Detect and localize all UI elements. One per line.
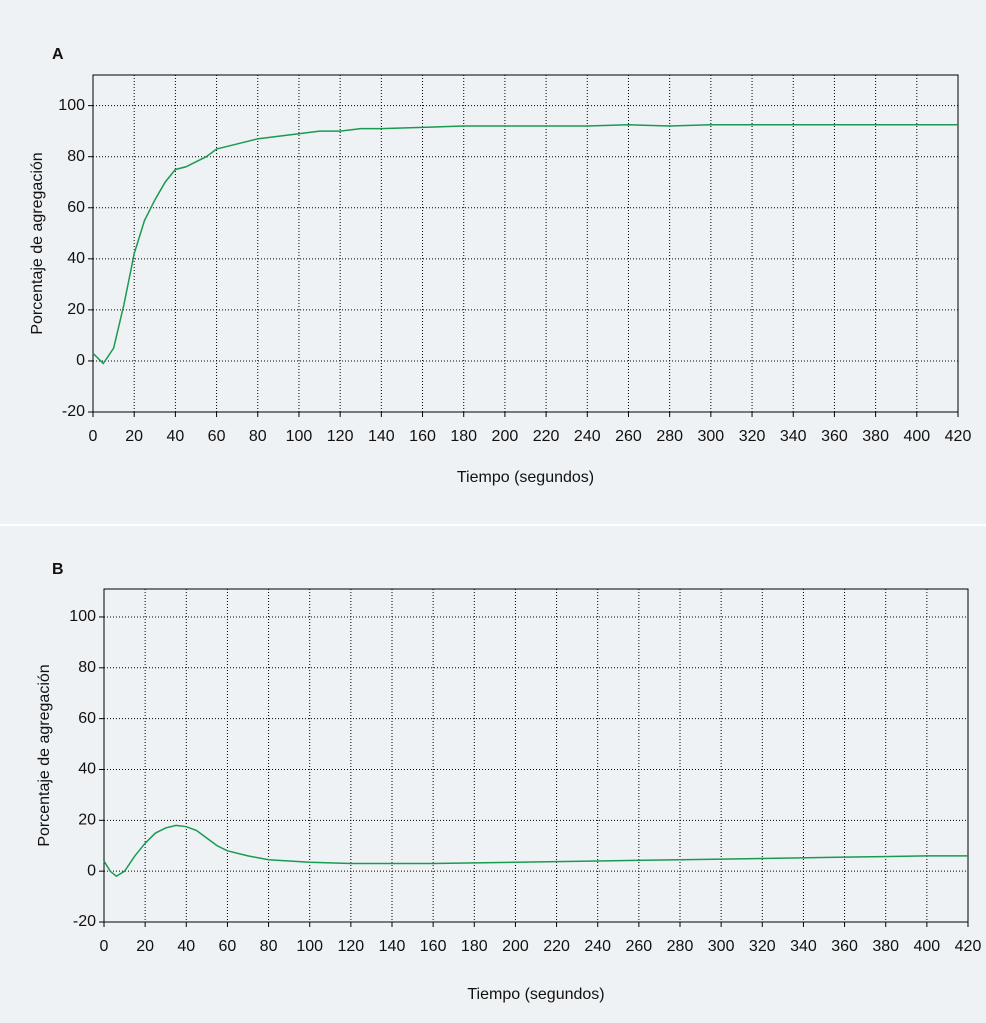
y-tick-label: -20 [73,913,96,930]
x-axis-label: Tiempo (segundos) [467,986,604,1003]
x-tick-label: 200 [492,428,519,445]
x-tick-label: 80 [249,428,267,445]
x-tick-label: 320 [739,428,766,445]
x-tick-label: 300 [698,428,725,445]
plot-frame [92,74,959,413]
x-tick-label: 380 [862,428,889,445]
x-tick-label: 420 [945,428,972,445]
x-tick-label: 120 [338,938,365,955]
y-axis-label: Porcentaje de agregación [29,152,46,334]
x-tick-label: 120 [327,428,354,445]
y-tick-label: 20 [78,812,96,829]
x-tick-label: 380 [872,938,899,955]
y-tick-label: -20 [62,403,85,420]
y-tick-label: 20 [67,301,85,318]
x-tick-label: 340 [780,428,807,445]
x-tick-label: 180 [450,428,477,445]
chart-title: B [52,561,64,578]
y-tick-label: 0 [87,862,96,879]
x-tick-label: 220 [543,938,570,955]
y-axis-label: Porcentaje de agregación [36,664,53,846]
y-tick-label: 100 [58,97,85,114]
x-tick-label: 20 [136,938,154,955]
x-tick-label: 60 [219,938,237,955]
x-tick-label: 160 [409,428,436,445]
x-tick-label: 100 [286,428,313,445]
x-axis-label: Tiempo (segundos) [457,469,594,486]
x-tick-label: 160 [420,938,447,955]
x-tick-label: 360 [821,428,848,445]
y-tick-label: 40 [67,250,85,267]
y-tick-label: 60 [67,199,85,216]
x-tick-label: 180 [461,938,488,955]
x-tick-label: 80 [260,938,278,955]
x-tick-label: 260 [626,938,653,955]
x-tick-label: 20 [125,428,143,445]
x-tick-label: 140 [368,428,395,445]
chart-title: A [52,46,64,63]
x-tick-label: 420 [955,938,982,955]
plot-frame [103,588,969,923]
x-tick-label: 40 [177,938,195,955]
y-tick-label: 60 [78,710,96,727]
x-tick-label: 340 [790,938,817,955]
y-tick-label: 100 [69,608,96,625]
x-tick-label: 280 [667,938,694,955]
x-tick-label: 360 [831,938,858,955]
x-tick-label: 0 [100,938,109,955]
data-line [103,824,968,878]
y-tick-label: 80 [67,148,85,165]
x-tick-label: 240 [574,428,601,445]
x-tick-label: 200 [502,938,529,955]
x-tick-label: 140 [379,938,406,955]
x-tick-label: 300 [708,938,735,955]
x-tick-label: 260 [615,428,642,445]
x-tick-label: 220 [533,428,560,445]
x-tick-label: 0 [89,428,98,445]
x-tick-label: 40 [166,428,184,445]
x-tick-label: 280 [656,428,683,445]
x-tick-label: 100 [296,938,323,955]
y-tick-label: 80 [78,659,96,676]
x-tick-label: 320 [749,938,776,955]
y-tick-label: 0 [76,352,85,369]
x-tick-label: 400 [914,938,941,955]
y-tick-label: 40 [78,761,96,778]
data-line [92,124,958,365]
x-tick-label: 60 [208,428,226,445]
x-tick-label: 240 [584,938,611,955]
x-tick-label: 400 [903,428,930,445]
